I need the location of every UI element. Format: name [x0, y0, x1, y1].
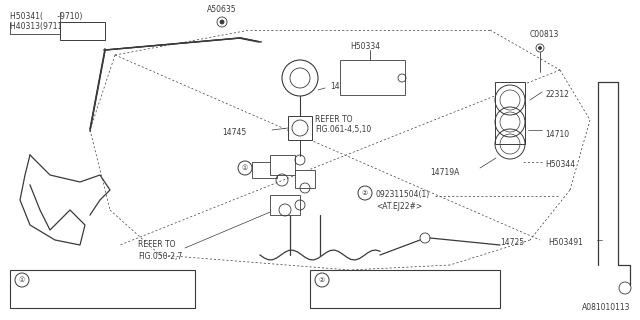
Text: 14719A: 14719A [430, 168, 460, 177]
Text: H40313(9711-      ): H40313(9711- ) [10, 22, 83, 31]
Text: H50344: H50344 [545, 160, 575, 169]
Text: H50518: H50518 [338, 292, 364, 298]
Text: 14710: 14710 [545, 130, 569, 139]
Text: ②: ② [319, 277, 325, 283]
Text: H503491: H503491 [548, 238, 583, 247]
Bar [60, 22, 105, 40]
Bar [252, 162, 277, 178]
Text: 14745: 14745 [222, 128, 246, 137]
Circle shape [538, 46, 541, 50]
Text: H50516: H50516 [338, 274, 364, 280]
Text: REFER TO: REFER TO [315, 115, 353, 124]
Text: 092311504(1): 092311504(1) [376, 190, 430, 199]
Text: H50334: H50334 [350, 42, 380, 51]
Bar [340, 60, 405, 95]
Bar [270, 195, 300, 215]
Text: (9712-      ): (9712- ) [93, 292, 130, 299]
Text: H50341(      -9710): H50341( -9710) [10, 12, 83, 21]
Bar [310, 270, 500, 308]
Text: ①: ① [242, 165, 248, 171]
Text: <AT.EJ22#>: <AT.EJ22#> [376, 202, 422, 211]
Bar [295, 170, 315, 188]
Text: <EJ25D>: <EJ25D> [395, 292, 426, 298]
Bar [270, 155, 295, 175]
Bar [495, 82, 525, 144]
Text: A081010113: A081010113 [582, 303, 630, 312]
Text: A50635: A50635 [207, 5, 237, 14]
Text: FIG.061-4,5,10: FIG.061-4,5,10 [315, 125, 371, 134]
Text: C00813: C00813 [530, 30, 559, 39]
Text: H50396: H50396 [38, 274, 64, 280]
Text: ②: ② [362, 190, 368, 196]
Text: <AT.EJ22#>: <AT.EJ22#> [395, 274, 436, 280]
Bar [10, 270, 195, 308]
Bar [288, 116, 312, 140]
Text: ①: ① [19, 277, 25, 283]
Circle shape [220, 20, 224, 24]
Text: (       -9711): ( -9711) [93, 274, 132, 281]
Text: REFER TO: REFER TO [138, 240, 175, 249]
Text: 22312: 22312 [545, 90, 569, 99]
Text: 14725: 14725 [500, 238, 524, 247]
Text: H40313: H40313 [38, 292, 64, 298]
Text: 14741: 14741 [330, 82, 354, 91]
Text: FIG.050-2,7: FIG.050-2,7 [138, 252, 182, 261]
